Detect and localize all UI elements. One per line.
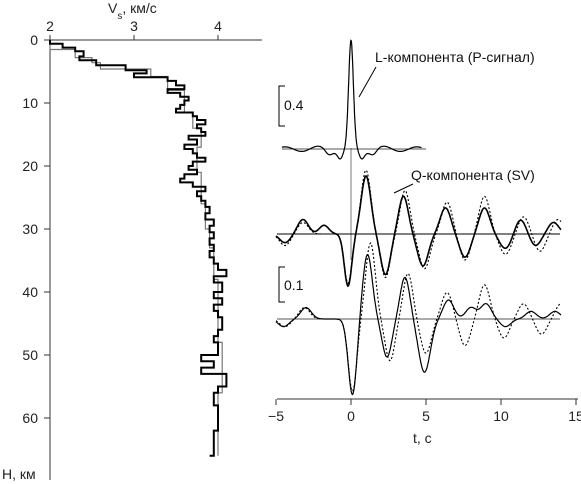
depth-tick-label: 10 [22,95,38,111]
waveform-l [281,39,422,160]
waveform-q-lower-solid [275,253,562,396]
scale-bar-l-label: 0.4 [284,97,304,113]
depth-tick-label: 0 [30,32,38,48]
waveform-q-upper-solid [275,175,562,288]
velocity-profiles [49,40,228,457]
depth-tick-label: 60 [22,410,38,426]
time-tick-label: 10 [493,408,509,424]
time-tick-label: 15 [568,408,581,424]
vs-axis-ticks: 2 3 4 [46,18,222,40]
time-tick-label: 0 [347,408,355,424]
waveform-q-lower-dotted [275,242,562,392]
scale-bar-l [278,85,285,127]
time-axis-label: t, с [413,430,432,446]
time-tick-label: −5 [268,408,284,424]
time-axis-ticks: −5 0 5 10 15 [268,399,581,424]
depth-axis-ticks: 0 10 20 30 40 50 60 [22,32,50,426]
q-component-label: Q-компонента (SV) [411,167,535,183]
velocity-profile-thick [49,40,228,457]
velocity-depth-panel: 2 3 4 0 10 20 30 40 50 60 Vs, км/с H, км [2,0,262,482]
q-component-leader [393,183,414,194]
time-tick-label: 5 [422,408,430,424]
waveform-traces [275,39,562,396]
scale-bar-q-label: 0.1 [284,277,304,293]
velocity-profile-thin [49,40,223,456]
depth-tick-label: 40 [22,284,38,300]
depth-tick-label: 20 [22,158,38,174]
vs-tick-label: 3 [130,18,138,34]
vs-tick-label: 2 [46,18,54,34]
depth-axis-label: H, км [2,466,36,482]
waveforms-panel: −5 0 5 10 15 t, с 0.4 0.1 L-компонента (P-си… [268,39,581,446]
l-component-leader [358,66,377,98]
depth-tick-label: 30 [22,221,38,237]
vs-axis-label: Vs, км/с [108,0,157,22]
scale-bar-q [278,266,285,303]
waveform-q-upper-dotted [275,169,562,284]
depth-tick-label: 50 [22,347,38,363]
l-component-label: L-компонента (P-сигнал) [375,49,535,65]
vs-tick-label: 4 [214,18,222,34]
